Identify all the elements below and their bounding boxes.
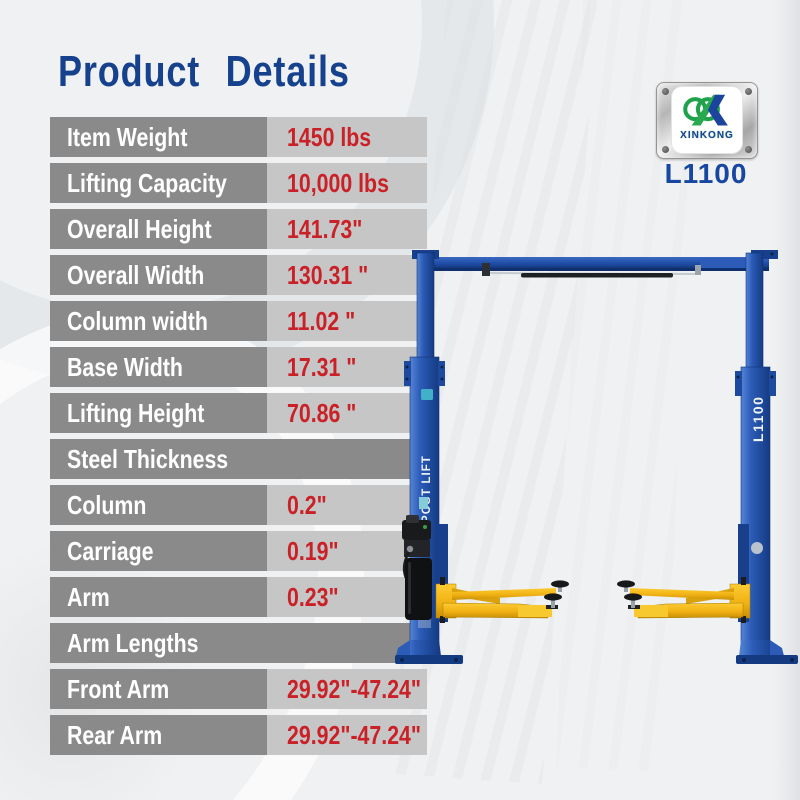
spec-label: Carriage	[50, 531, 267, 571]
spec-label: Overall Width	[50, 255, 267, 295]
spec-row: Overall Height 141.73"	[50, 209, 427, 249]
spec-value: 0.2"	[267, 485, 427, 525]
spec-row: Carriage 0.19"	[50, 531, 427, 571]
spec-label: Front Arm	[50, 669, 267, 709]
spec-label: Steel Thickness	[50, 439, 427, 479]
column-logo-icon	[421, 389, 433, 400]
screw-icon	[662, 88, 669, 95]
spec-table: Item Weight 1450 lbs Lifting Capacity 10,00…	[50, 117, 427, 761]
lift-right-arms	[617, 524, 751, 623]
column-hole	[751, 542, 763, 554]
spec-label: Arm Lengths	[50, 623, 427, 663]
spec-label: Base Width	[50, 347, 267, 387]
spec-section-row: Steel Thickness	[50, 439, 427, 479]
screw-icon	[745, 146, 752, 153]
brand-logo-plate: XINKONG	[656, 82, 758, 159]
lift-top-beam	[412, 250, 778, 271]
spec-row: Column width 11.02 "	[50, 301, 427, 341]
lift-left-arms	[435, 524, 569, 623]
spec-value: 11.02 "	[267, 301, 427, 341]
brand-badge: XINKONG	[672, 87, 742, 153]
column-sticker	[419, 497, 428, 509]
spec-row: Lifting Height 70.86 "	[50, 393, 427, 433]
spec-row: Arm 0.23"	[50, 577, 427, 617]
right-column-text: L1100	[750, 396, 766, 442]
page-title: Product Details	[58, 47, 350, 96]
xk-monogram-icon	[683, 94, 728, 126]
spec-row: Overall Width 130.31 "	[50, 255, 427, 295]
spec-value: 130.31 "	[267, 255, 427, 295]
lift-left-base	[395, 640, 463, 664]
lift-power-unit	[402, 515, 432, 620]
screw-icon	[745, 88, 752, 95]
spec-value: 0.23"	[267, 577, 427, 617]
spec-value: 70.86 "	[267, 393, 427, 433]
spec-label: Lifting Capacity	[50, 163, 267, 203]
spec-label: Arm	[50, 577, 267, 617]
spec-row: Front Arm 29.92"-47.24"	[50, 669, 427, 709]
spec-value: 17.31 "	[267, 347, 427, 387]
spec-row: Rear Arm 29.92"-47.24"	[50, 715, 427, 755]
spec-label: Lifting Height	[50, 393, 267, 433]
spec-row: Item Weight 1450 lbs	[50, 117, 427, 157]
spec-value: 10,000 lbs	[267, 163, 427, 203]
spec-value: 29.92"-47.24"	[267, 669, 427, 709]
brand-name: XINKONG	[680, 130, 734, 141]
spec-label: Item Weight	[50, 117, 267, 157]
lift-safety-bar	[482, 263, 701, 278]
lift-right-base	[736, 640, 798, 664]
spec-label: Overall Height	[50, 209, 267, 249]
spec-value: 0.19"	[267, 531, 427, 571]
spec-label: Column	[50, 485, 267, 525]
spec-row: Base Width 17.31 "	[50, 347, 427, 387]
spec-label: Column width	[50, 301, 267, 341]
spec-value: 29.92"-47.24"	[267, 715, 427, 755]
spec-label: Rear Arm	[50, 715, 267, 755]
spec-row: Column 0.2"	[50, 485, 427, 525]
model-number: L1100	[664, 158, 748, 189]
spec-value: 141.73"	[267, 209, 427, 249]
screw-icon	[662, 146, 669, 153]
spec-row: Lifting Capacity 10,000 lbs	[50, 163, 427, 203]
spec-value: 1450 lbs	[267, 117, 427, 157]
spec-section-row: Arm Lengths	[50, 623, 427, 663]
